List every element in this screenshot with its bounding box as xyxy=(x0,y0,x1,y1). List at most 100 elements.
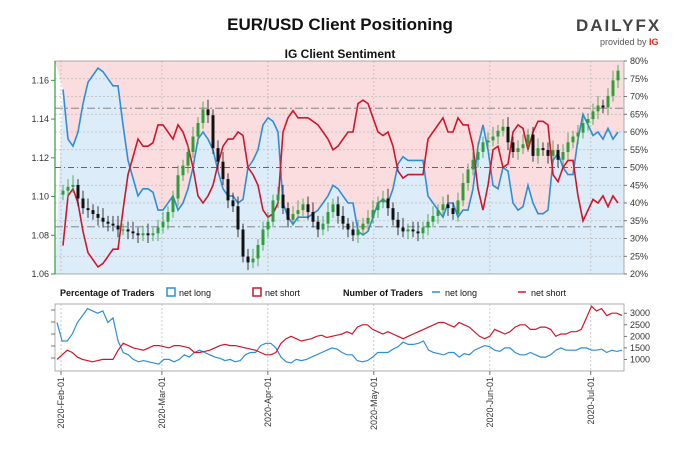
candle-body xyxy=(201,109,205,123)
bottom-right-axis-tick-label: 3000 xyxy=(630,308,650,318)
candle-body xyxy=(506,126,510,143)
candle-body xyxy=(416,231,420,234)
legend-swatch-net-long-box xyxy=(166,287,176,297)
candle-body xyxy=(371,210,375,218)
left-axis-tick-label: 1.14 xyxy=(31,114,49,124)
legend-label-traders-net-short: net short xyxy=(531,288,567,298)
candle-body xyxy=(306,204,310,213)
candle-body xyxy=(116,225,120,230)
right-axis-tick-label: 20% xyxy=(630,269,648,279)
legend-title-percentage: Percentage of Traders xyxy=(60,288,155,298)
candle-body xyxy=(406,229,410,232)
candle-body xyxy=(581,122,585,133)
candle-body xyxy=(236,206,240,230)
right-axis-tick-label: 25% xyxy=(630,251,648,261)
candle-body xyxy=(541,148,545,151)
right-axis-tick-label: 60% xyxy=(630,127,648,137)
net-short-area xyxy=(55,61,624,235)
candle-body xyxy=(61,190,65,195)
candle-body xyxy=(391,208,395,220)
candle-body xyxy=(71,184,75,187)
candle-body xyxy=(566,142,570,153)
candle-body xyxy=(596,105,600,112)
legend-label-traders-net-long: net long xyxy=(445,288,477,298)
legend-title-number: Number of Traders xyxy=(343,288,423,298)
candle-body xyxy=(476,152,480,160)
candle-body xyxy=(531,134,535,156)
candle-body xyxy=(426,221,430,228)
candle-body xyxy=(126,229,130,232)
candle-body xyxy=(101,217,105,222)
candle-body xyxy=(456,200,460,214)
x-axis-tick-label: 2020-Apr-01 xyxy=(263,377,273,427)
candle-body xyxy=(151,233,155,236)
candle-body xyxy=(251,258,255,263)
right-axis-tick-label: 65% xyxy=(630,109,648,119)
left-axis-tick-label: 1.08 xyxy=(31,230,49,240)
candle-body xyxy=(386,198,390,209)
candle-body xyxy=(351,229,355,236)
net-long-line xyxy=(62,66,619,236)
candle-body xyxy=(266,221,270,230)
candle-body xyxy=(296,210,300,214)
candle-body xyxy=(206,109,210,116)
candle-body xyxy=(381,198,385,203)
candle-body xyxy=(496,130,500,137)
x-axis-tick-label: 2020-Feb-01 xyxy=(56,377,66,429)
candle-body xyxy=(606,95,610,108)
candle-body xyxy=(376,202,380,211)
candle-body xyxy=(536,148,540,156)
legend-swatch-net-short-box xyxy=(252,287,262,297)
candle-body xyxy=(91,210,95,214)
candle-body xyxy=(136,233,140,236)
x-axis-tick-label: 2020-Jun-01 xyxy=(485,377,495,428)
candle-body xyxy=(231,200,235,207)
brand-name: DAILYFX xyxy=(576,16,662,35)
candle-body xyxy=(281,194,285,209)
candle-body xyxy=(66,186,70,191)
candle-body xyxy=(226,179,230,201)
left-axis-tick-label: 1.16 xyxy=(31,75,49,85)
candle-body xyxy=(276,194,280,201)
candle-body xyxy=(411,229,415,232)
x-axis-tick-label: 2020-May-01 xyxy=(369,377,379,430)
candle-body xyxy=(551,150,555,156)
candle-body xyxy=(401,227,405,232)
candle-body xyxy=(326,212,330,224)
bottom-right-axis-tick-label: 1500 xyxy=(630,343,650,353)
candle-body xyxy=(451,208,455,214)
right-axis-tick-label: 70% xyxy=(630,92,648,102)
candle-body xyxy=(396,219,400,228)
candle-body xyxy=(366,217,370,224)
candle-body xyxy=(336,204,340,216)
candle-body xyxy=(331,204,335,213)
candle-body xyxy=(86,208,90,211)
candle-body xyxy=(76,184,80,199)
candle-body xyxy=(511,142,515,153)
candle-body xyxy=(246,256,250,263)
candle-body xyxy=(521,144,525,149)
candle-body xyxy=(441,204,445,211)
candle-body xyxy=(156,227,160,234)
candle-body xyxy=(546,150,550,156)
net-long-area xyxy=(55,68,624,274)
candle-body xyxy=(361,223,365,230)
candle-body xyxy=(181,165,185,176)
right-axis-tick-label: 40% xyxy=(630,198,648,208)
candle-body xyxy=(131,231,135,234)
candle-body xyxy=(461,182,465,201)
candle-body xyxy=(191,136,195,153)
candle-body xyxy=(141,233,145,236)
candle-body xyxy=(111,223,115,226)
right-axis-tick-label: 30% xyxy=(630,234,648,244)
right-axis-tick-label: 55% xyxy=(630,145,648,155)
candle-body xyxy=(431,215,435,222)
candle-body xyxy=(356,229,360,236)
candle-body xyxy=(446,204,450,209)
dailyfx-logo: DAILYFX provided by IG xyxy=(576,16,672,52)
candle-body xyxy=(346,223,350,230)
candle-body xyxy=(121,229,125,231)
bottom-right-axis-tick-label: 1000 xyxy=(630,354,650,364)
candle-body xyxy=(301,204,305,211)
